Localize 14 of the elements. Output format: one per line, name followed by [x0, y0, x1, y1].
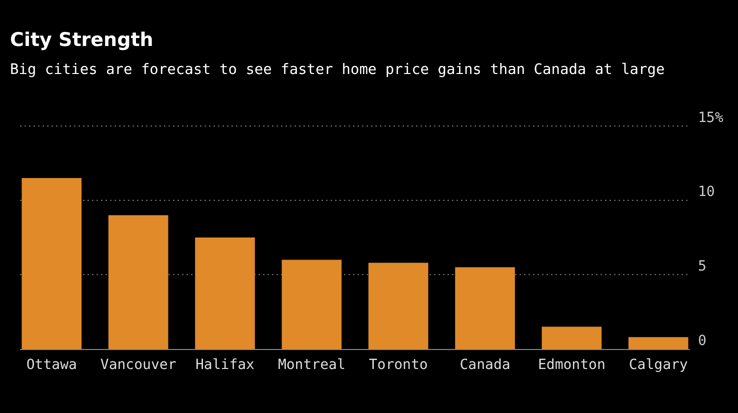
x-tick-label: Montreal [278, 356, 346, 373]
x-tick-label: Vancouver [100, 356, 176, 373]
x-tick-label: Canada [460, 356, 510, 373]
y-tick-label: 15% [698, 110, 724, 126]
y-tick-label: 10 [698, 184, 715, 200]
x-tick-label: Ottawa [26, 356, 77, 373]
chart-title: City Strength [10, 29, 154, 51]
y-tick-label: 5 [698, 258, 706, 274]
x-tick-label: Calgary [628, 356, 688, 373]
x-tick-label: Halifax [195, 356, 254, 373]
y-tick-label: 0 [698, 332, 706, 349]
x-tick-label: Toronto [368, 356, 428, 373]
x-tick-label: Edmonton [538, 356, 606, 373]
chart-subtitle: Big cities are forecast to see faster home price gains than Canada at large [10, 62, 665, 78]
